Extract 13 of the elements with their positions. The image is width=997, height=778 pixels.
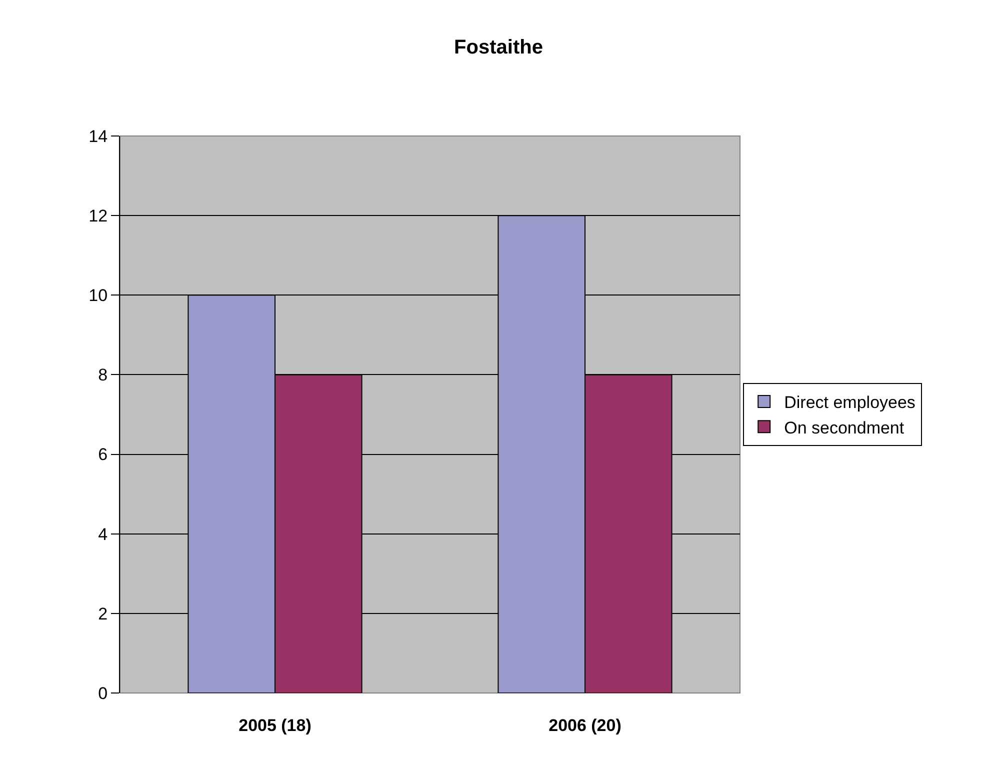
legend-label: On secondment [784,418,904,438]
x-tick-label: 2005 (18) [238,716,312,735]
y-tick-label: 10 [88,286,108,306]
y-tick-label: 4 [98,524,108,544]
y-tick-label: 0 [98,684,108,703]
y-tick-label: 8 [98,366,108,385]
y-tick-label: 12 [88,206,108,226]
x-tick-label: 2006 (20) [548,716,622,735]
legend-label: Direct employees [784,393,916,412]
chart-title: Fostaithe [454,36,543,59]
y-tick-label: 2 [98,604,108,624]
y-tick-label: 14 [88,126,108,146]
y-tick-label: 6 [98,445,108,464]
